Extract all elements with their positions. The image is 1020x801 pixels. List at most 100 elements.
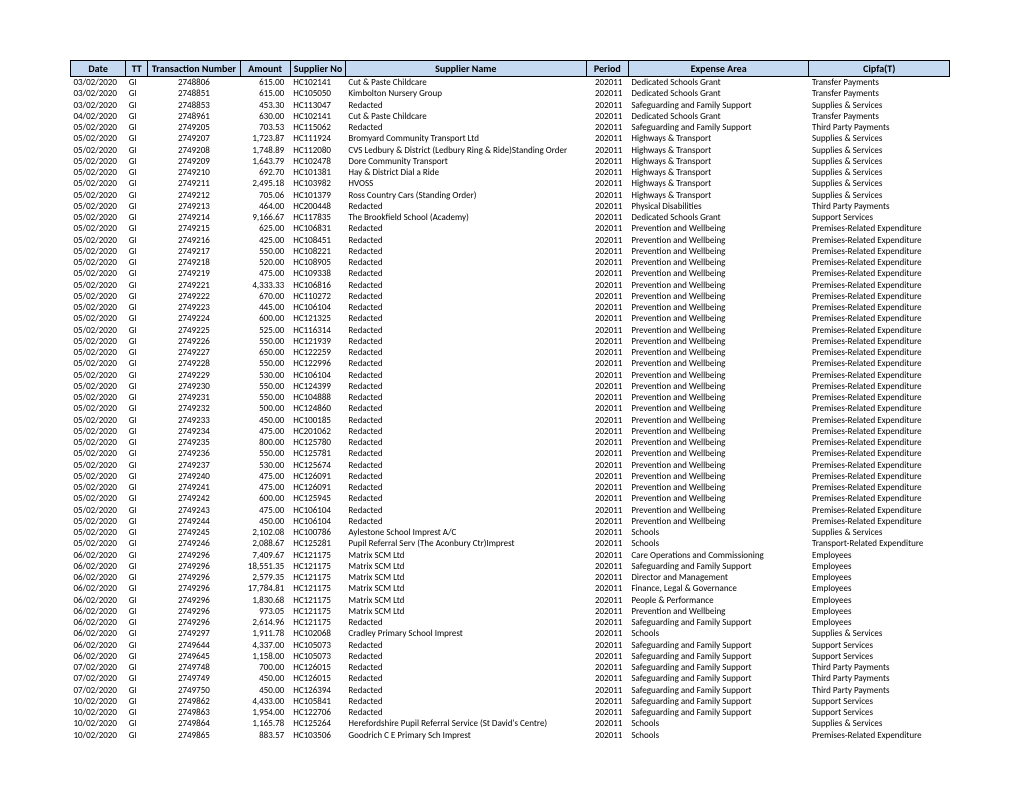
cell: 1,911.78	[240, 628, 290, 639]
cell: Redacted	[345, 280, 586, 291]
cell: 06/02/2020	[71, 640, 126, 651]
cell: GI	[126, 415, 148, 426]
cell: GI	[126, 325, 148, 336]
cell: 703.53	[240, 122, 290, 133]
cell: 05/02/2020	[71, 145, 126, 156]
cell: Supplies & Services	[809, 145, 950, 156]
cell: 202011	[586, 336, 628, 347]
cell: Redacted	[345, 325, 586, 336]
cell: 10/02/2020	[71, 730, 126, 741]
cell: Redacted	[345, 437, 586, 448]
cell: Premises-Related Expenditure	[809, 482, 950, 493]
column-header: Date	[71, 61, 126, 77]
cell: 05/02/2020	[71, 493, 126, 504]
table-row: 05/02/2020GI2749237530.00HC125674Redacte…	[71, 460, 950, 471]
cell: Third Party Payments	[809, 122, 950, 133]
table-row: 05/02/2020GI2749232500.00HC124860Redacte…	[71, 403, 950, 414]
cell: HC106104	[290, 516, 345, 527]
cell: 05/02/2020	[71, 178, 126, 189]
cell: HC126394	[290, 685, 345, 696]
cell: 2749214	[148, 212, 240, 223]
cell: GI	[126, 583, 148, 594]
cell: HC106104	[290, 370, 345, 381]
cell: Redacted	[345, 347, 586, 358]
cell: HC102068	[290, 628, 345, 639]
cell: Schools	[628, 628, 809, 639]
cell: 05/02/2020	[71, 347, 126, 358]
cell: 202011	[586, 100, 628, 111]
cell: GI	[126, 595, 148, 606]
table-row: 05/02/2020GI2749240475.00HC126091Redacte…	[71, 471, 950, 482]
cell: 202011	[586, 122, 628, 133]
cell: 2749246	[148, 538, 240, 549]
cell: Aylestone School Imprest A/C	[345, 527, 586, 538]
cell: GI	[126, 505, 148, 516]
cell: HC201062	[290, 426, 345, 437]
cell: Safeguarding and Family Support	[628, 617, 809, 628]
cell: 2,495.18	[240, 178, 290, 189]
cell: HC100786	[290, 527, 345, 538]
cell: GI	[126, 190, 148, 201]
cell: 2749296	[148, 606, 240, 617]
table-row: 06/02/2020GI274929617,784.81HC121175Matr…	[71, 583, 950, 594]
cell: GI	[126, 235, 148, 246]
cell: 2749212	[148, 190, 240, 201]
cell: HC102141	[290, 111, 345, 122]
cell: GI	[126, 448, 148, 459]
cell: Redacted	[345, 336, 586, 347]
cell: 202011	[586, 347, 628, 358]
table-row: 06/02/2020GI27492967,409.67HC121175Matri…	[71, 550, 950, 561]
cell: 05/02/2020	[71, 167, 126, 178]
cell: 202011	[586, 550, 628, 561]
cell: 202011	[586, 133, 628, 144]
cell: GI	[126, 628, 148, 639]
table-row: 05/02/2020GI27492081,748.89HC112080CVS L…	[71, 145, 950, 156]
cell: Premises-Related Expenditure	[809, 403, 950, 414]
cell: 2749228	[148, 358, 240, 369]
cell: HC200448	[290, 201, 345, 212]
cell: 202011	[586, 718, 628, 729]
cell: 2749217	[148, 246, 240, 257]
cell: Safeguarding and Family Support	[628, 561, 809, 572]
table-row: 05/02/2020GI2749212705.06HC101379Ross Co…	[71, 190, 950, 201]
cell: HC103982	[290, 178, 345, 189]
cell: 705.06	[240, 190, 290, 201]
cell: 1,748.89	[240, 145, 290, 156]
cell: GI	[126, 730, 148, 741]
cell: GI	[126, 460, 148, 471]
cell: 2749240	[148, 471, 240, 482]
cell: 2749230	[148, 381, 240, 392]
cell: 2749216	[148, 235, 240, 246]
cell: 2749219	[148, 268, 240, 279]
cell: 2749207	[148, 133, 240, 144]
cell: HC121175	[290, 606, 345, 617]
cell: Premises-Related Expenditure	[809, 392, 950, 403]
cell: Redacted	[345, 482, 586, 493]
cell: 05/02/2020	[71, 325, 126, 336]
cell: HC125945	[290, 493, 345, 504]
cell: Premises-Related Expenditure	[809, 358, 950, 369]
cell: Premises-Related Expenditure	[809, 257, 950, 268]
cell: 2749205	[148, 122, 240, 133]
cell: Supplies & Services	[809, 718, 950, 729]
table-header: DateTTTransaction NumberAmountSupplier N…	[71, 61, 950, 77]
cell: Premises-Related Expenditure	[809, 493, 950, 504]
cell: Premises-Related Expenditure	[809, 471, 950, 482]
cell: GI	[126, 685, 148, 696]
cell: Third Party Payments	[809, 201, 950, 212]
cell: 630.00	[240, 111, 290, 122]
cell: GI	[126, 482, 148, 493]
cell: Dedicated Schools Grant	[628, 212, 809, 223]
cell: Ross Country Cars (Standing Order)	[345, 190, 586, 201]
cell: GI	[126, 156, 148, 167]
table-row: 05/02/2020GI2749234475.00HC201062Redacte…	[71, 426, 950, 437]
cell: 445.00	[240, 302, 290, 313]
cell: HC125781	[290, 448, 345, 459]
cell: Prevention and Wellbeing	[628, 460, 809, 471]
table-row: 05/02/2020GI2749217550.00HC108221Redacte…	[71, 246, 950, 257]
table-row: 05/02/2020GI27492112,495.18HC103982HVOSS…	[71, 178, 950, 189]
cell: 202011	[586, 403, 628, 414]
cell: 05/02/2020	[71, 223, 126, 234]
table-row: 05/02/2020GI2749213464.00HC200448Redacte…	[71, 201, 950, 212]
cell: Prevention and Wellbeing	[628, 403, 809, 414]
